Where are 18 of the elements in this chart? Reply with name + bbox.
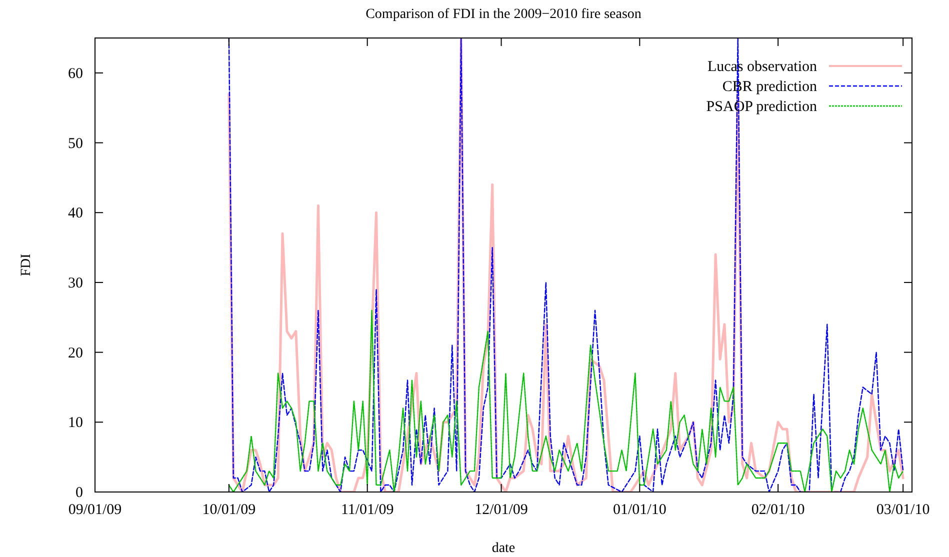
y-tick-label: 30	[68, 275, 83, 292]
x-tick-label: 03/01/10	[876, 502, 930, 518]
x-tick-label: 09/01/09	[68, 502, 122, 518]
y-tick-label: 10	[68, 415, 83, 432]
y-tick-label: 40	[68, 206, 83, 222]
y-tick-label: 0	[76, 485, 83, 501]
chart-title: Comparison of FDI in the 2009−2010 fire season	[366, 7, 642, 22]
x-tick-label: 12/01/09	[474, 502, 528, 518]
x-tick-label: 01/01/10	[612, 502, 666, 518]
y-axis-title: FDI	[19, 253, 34, 276]
x-tick-label: 11/01/09	[340, 502, 394, 518]
x-tick-label: 02/01/10	[751, 502, 805, 518]
line-series	[228, 310, 904, 492]
x-axis-title: date	[492, 541, 516, 556]
y-tick-label: 50	[68, 136, 83, 152]
y-tick-label: 60	[68, 66, 83, 82]
y-tick-label: 20	[68, 345, 83, 362]
x-tick-label: 10/01/09	[202, 502, 256, 518]
